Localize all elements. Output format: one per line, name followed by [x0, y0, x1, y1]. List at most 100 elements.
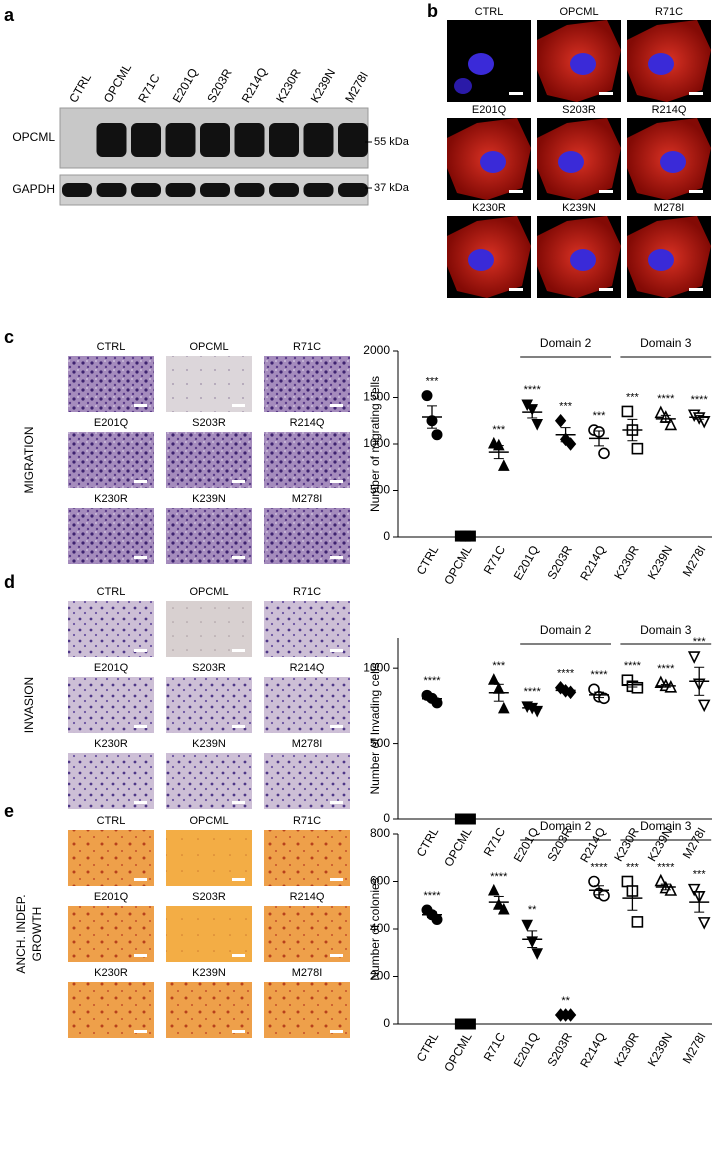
micrograph-label: R71C — [655, 6, 683, 18]
panel-letter: d — [4, 572, 15, 592]
x-tick-label: OPCML — [441, 825, 475, 869]
blot-band — [165, 123, 196, 157]
data-point — [654, 873, 668, 887]
significance: **** — [423, 675, 441, 687]
blot-band — [165, 183, 196, 197]
assay-image — [68, 753, 154, 809]
scale-bar — [599, 92, 613, 95]
scale-bar — [330, 404, 343, 407]
x-tick-label: R214Q — [577, 1030, 608, 1070]
scale-bar — [232, 954, 245, 957]
assay-image — [264, 432, 350, 488]
data-point — [497, 701, 510, 714]
group-label: Domain 2 — [540, 336, 592, 350]
assay-label: ANCH. INDEP. — [14, 894, 28, 973]
lane-label: CTRL — [66, 71, 94, 105]
tile-label: K230R — [94, 493, 128, 505]
scale-bar — [232, 556, 245, 559]
y-tick-label: 0 — [383, 1016, 390, 1030]
x-tick-label: R71C — [481, 1030, 509, 1064]
y-tick-label: 500 — [370, 736, 390, 750]
micrograph-label: R214Q — [652, 104, 687, 116]
assay-image — [264, 356, 350, 412]
x-tick-label: E201Q — [511, 543, 542, 582]
data-point — [621, 405, 634, 418]
y-tick-label: 0 — [383, 811, 390, 825]
assay-image — [264, 906, 350, 962]
lane-label: K230R — [273, 66, 304, 105]
panel-letter: c — [4, 327, 14, 347]
scale-bar — [134, 801, 147, 804]
scale-bar — [330, 725, 343, 728]
assay-image — [68, 508, 154, 564]
assay-image — [166, 906, 252, 962]
scale-bar — [330, 878, 343, 881]
data-point — [521, 919, 534, 932]
group-label: Domain 3 — [640, 819, 692, 833]
significance: **** — [590, 861, 608, 873]
scale-bar — [330, 649, 343, 652]
micrograph-label: E201Q — [472, 104, 507, 116]
significance: **** — [657, 861, 675, 873]
data-point — [497, 902, 510, 915]
lane-label: K239N — [308, 66, 338, 105]
tile-label: M278I — [292, 967, 323, 979]
x-tick-label: R214Q — [577, 543, 608, 583]
scale-bar — [689, 190, 703, 193]
tile-label: OPCML — [189, 341, 228, 353]
scale-bar — [330, 801, 343, 804]
y-tick-label: 0 — [383, 529, 390, 543]
assay-image — [264, 982, 350, 1038]
data-point — [687, 883, 701, 897]
data-point — [588, 875, 600, 888]
data-point — [531, 419, 544, 431]
data-point — [497, 459, 510, 471]
scale-bar — [599, 190, 613, 193]
scale-bar — [134, 556, 147, 559]
tile-label: S203R — [192, 417, 226, 429]
scale-bar — [509, 288, 523, 291]
assay-image — [68, 982, 154, 1038]
tile-label: R214Q — [290, 417, 325, 429]
data-point — [598, 692, 610, 705]
x-tick-label: K230R — [611, 825, 642, 864]
y-axis-label: Number of Invading cells — [368, 662, 382, 794]
nucleus — [468, 53, 494, 75]
tile-label: S203R — [192, 662, 226, 674]
assay-label: MIGRATION — [22, 426, 36, 493]
blot-band — [96, 123, 127, 157]
data-point — [487, 883, 500, 896]
tile-label: R71C — [293, 815, 321, 827]
nucleus — [648, 53, 674, 75]
x-tick-label: K239N — [645, 1030, 675, 1069]
lane-label: S203R — [204, 66, 235, 105]
blot-band — [269, 123, 299, 157]
tile-label: CTRL — [97, 341, 126, 353]
data-point — [654, 405, 668, 419]
blot-band — [131, 123, 161, 157]
x-tick-label: M278I — [680, 1030, 709, 1066]
nucleus — [570, 249, 596, 271]
micrograph-label: M278I — [654, 202, 685, 214]
significance: **** — [490, 871, 508, 883]
scale-bar — [134, 878, 147, 881]
y-tick-label: 1500 — [363, 390, 390, 404]
assay-image — [68, 432, 154, 488]
x-tick-label: K230R — [611, 1030, 642, 1069]
y-tick-label: 2000 — [363, 343, 390, 357]
significance: **** — [624, 660, 642, 672]
data-point — [421, 390, 433, 402]
assay-label: GROWTH — [30, 907, 44, 962]
tile-label: R71C — [293, 341, 321, 353]
blot-row-label: GAPDH — [12, 182, 55, 196]
blot-band — [234, 123, 265, 157]
data-point — [431, 697, 443, 709]
tile-label: CTRL — [97, 586, 126, 598]
significance: *** — [626, 861, 640, 873]
x-tick-label: OPCML — [441, 1030, 475, 1074]
y-tick-label: 600 — [370, 874, 390, 888]
blot-band — [131, 183, 161, 197]
x-tick-label: M278I — [680, 543, 709, 579]
significance: **** — [657, 393, 675, 405]
assay-image — [264, 677, 350, 733]
